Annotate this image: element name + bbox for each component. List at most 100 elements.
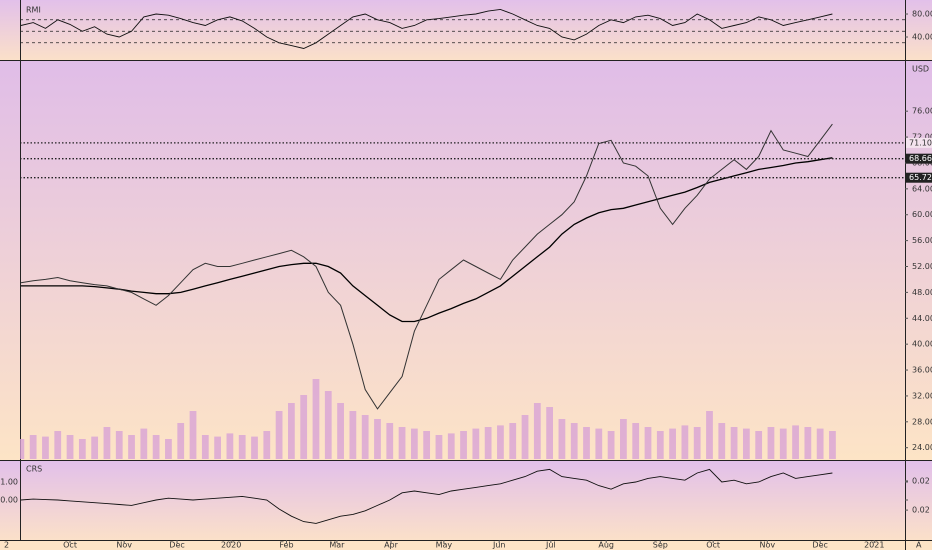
volume-bar: [91, 436, 99, 459]
x-tick-label: Sep: [653, 541, 668, 550]
level-badge: [906, 137, 932, 148]
volume-bar: [435, 435, 443, 459]
y-tick-label: 40.00: [912, 340, 932, 349]
rmi-panel: [0, 0, 932, 60]
volume-bar: [583, 427, 590, 459]
volume-bar: [484, 427, 492, 459]
volume-bar: [152, 435, 160, 459]
volume-bar: [226, 433, 234, 459]
y-tick-label: 72.00: [912, 133, 932, 142]
volume-bar: [570, 423, 578, 459]
volume-bar: [718, 423, 726, 459]
volume-bar: [275, 411, 283, 459]
corner-label: A: [916, 541, 922, 550]
volume-bar: [214, 436, 221, 459]
y-tick-label: 56.00: [912, 236, 932, 245]
level-badge: [906, 172, 932, 183]
volume-bar: [263, 431, 271, 459]
volume-bar: [607, 431, 615, 459]
crs-panel: [0, 461, 932, 540]
y-tick-label: 60.00: [912, 210, 932, 219]
volume-bar: [730, 427, 738, 459]
volume-bar: [472, 428, 480, 459]
y-tick-label: 32.00: [912, 391, 932, 400]
volume-bar: [546, 407, 554, 459]
volume-bar: [165, 439, 172, 459]
panel-title: CRS: [26, 465, 42, 474]
volume-bar: [595, 428, 603, 459]
volume-bar: [189, 411, 197, 459]
y-tick-label: 36.00: [912, 366, 932, 375]
y-tick-label: 52.00: [912, 262, 932, 271]
volume-bar: [656, 431, 664, 459]
volume-bar: [177, 423, 185, 459]
volume-bar: [829, 431, 836, 459]
y-tick-label: 64.00: [912, 184, 932, 193]
volume-bar: [509, 423, 517, 459]
x-tick-label: Dec: [812, 541, 827, 550]
volume-bar: [128, 435, 135, 459]
volume-bar: [423, 431, 431, 459]
currency: USD: [912, 65, 929, 74]
level-label: 65.72: [909, 173, 932, 182]
volume-bar: [460, 431, 467, 459]
volume-bar: [497, 425, 504, 459]
price-panel: [0, 61, 932, 460]
volume-bar: [42, 436, 49, 459]
volume-bar: [54, 431, 62, 459]
volume-bar: [521, 415, 529, 459]
y-tick-label: 24.00: [912, 443, 932, 452]
x-tick-label: May: [436, 541, 453, 550]
volume-bar: [29, 435, 37, 459]
volume-bar: [816, 428, 824, 459]
y-tick-label: 0.00: [0, 496, 18, 505]
volume-bar: [558, 419, 566, 459]
volume-bar: [115, 431, 123, 459]
volume-bar: [288, 403, 295, 459]
volume-bar: [103, 427, 111, 459]
volume-bar: [251, 436, 258, 459]
volume-bar: [300, 395, 308, 459]
volume-bar: [742, 428, 750, 459]
volume-bar: [632, 423, 640, 459]
y-tick-label: 80.00: [912, 10, 932, 19]
volume-bar: [78, 439, 86, 459]
corner-label: 2: [4, 541, 9, 550]
volume-bar: [755, 431, 763, 459]
x-tick-label: Aug: [598, 541, 614, 550]
volume-bar: [201, 435, 209, 459]
volume-bar: [238, 435, 246, 459]
plot-area: [20, 8, 836, 524]
volume-bar: [706, 411, 713, 459]
y-tick-label: 40.00: [912, 33, 932, 42]
x-tick-label: Oct: [706, 541, 720, 550]
level-label: 68.66: [909, 154, 932, 163]
x-tick-label: Mar: [329, 541, 345, 550]
x-tick-label: Dec: [169, 541, 184, 550]
y-tick-label: 1.00: [0, 477, 18, 486]
x-tick-label: Jul: [545, 541, 556, 550]
volume-bar: [349, 411, 357, 459]
x-tick-label: Jun: [492, 541, 506, 550]
volume-bar: [792, 425, 799, 459]
volume-bar: [66, 435, 74, 459]
x-tick-label: Feb: [279, 541, 293, 550]
y-tick-label: 44.00: [912, 314, 932, 323]
volume-bar: [312, 379, 320, 459]
volume-bar: [533, 403, 541, 459]
volume-bar: [804, 427, 812, 459]
indicator-line: [20, 468, 833, 524]
volume-bar: [620, 419, 627, 459]
panel-title: RMI: [26, 6, 41, 15]
volume-bar: [779, 428, 787, 459]
y-tick-label: 28.00: [912, 417, 932, 426]
level-badge: [906, 153, 932, 164]
y2-tick-label: 0.02: [912, 506, 930, 515]
x-tick-label: Nov: [116, 541, 132, 550]
volume-bar: [681, 425, 689, 459]
x-tick-label: 2020: [221, 541, 241, 550]
volume-bar: [410, 428, 418, 459]
volume-bar: [374, 419, 381, 459]
x-tick-label: Apr: [384, 541, 399, 550]
